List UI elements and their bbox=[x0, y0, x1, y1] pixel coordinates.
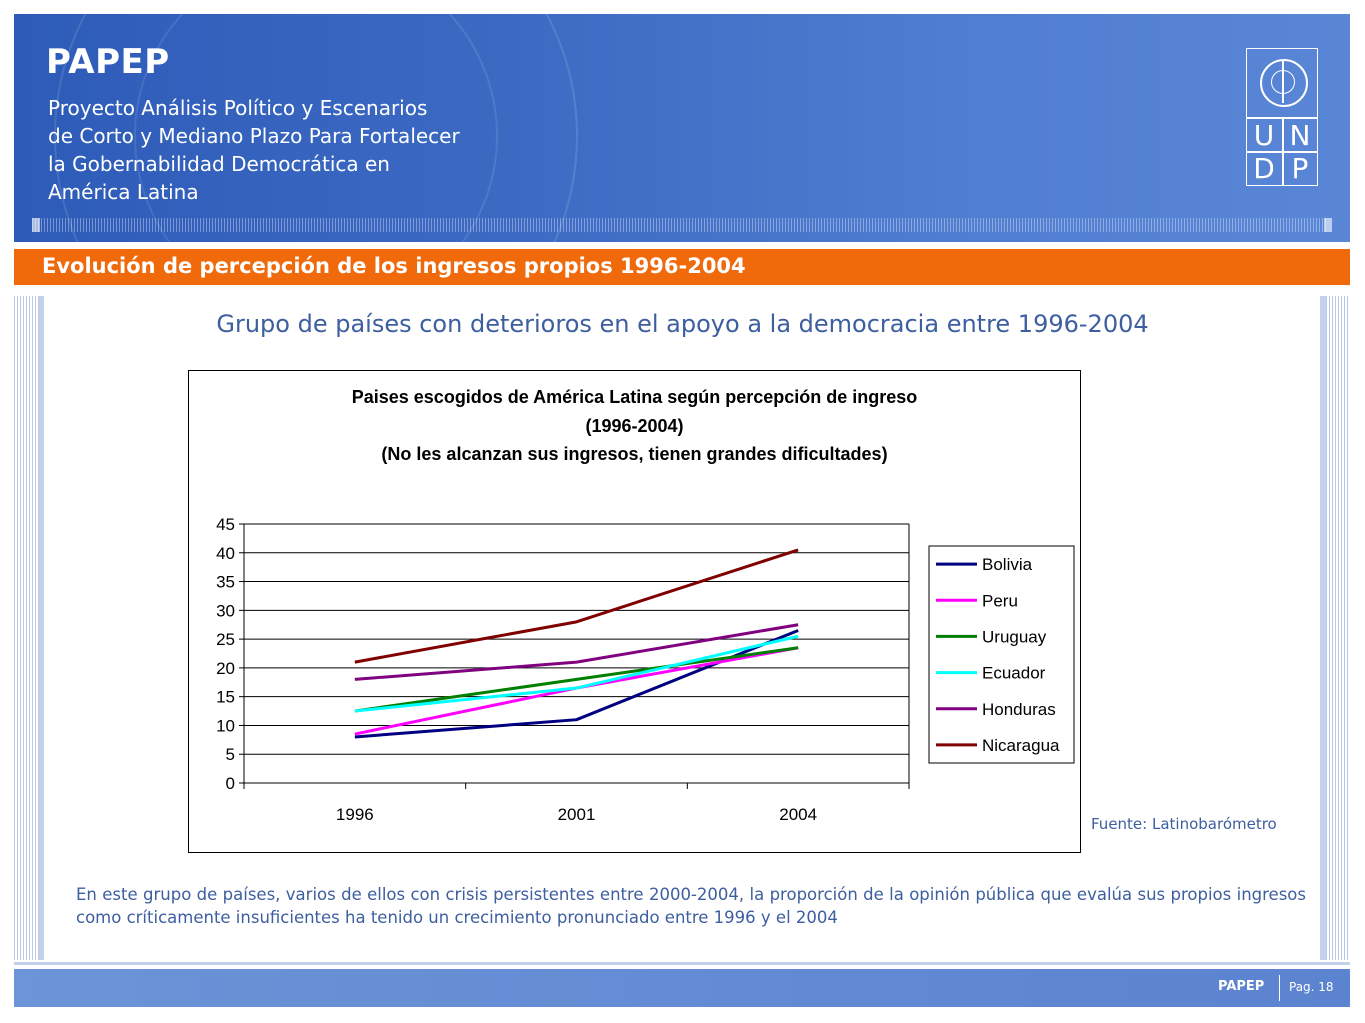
header-divider-cap-right bbox=[1324, 218, 1332, 232]
source-note: Fuente: Latinobarómetro bbox=[1091, 815, 1277, 833]
y-tick-label-35: 35 bbox=[216, 573, 235, 592]
header-subtitle-line-1: Proyecto Análisis Político y Escenarios bbox=[48, 96, 428, 120]
legend-label-nicaragua: Nicaragua bbox=[982, 736, 1060, 755]
right-decoration bbox=[1320, 296, 1350, 960]
legend-label-honduras: Honduras bbox=[982, 700, 1056, 719]
un-emblem-watermark-inner bbox=[134, 14, 498, 242]
y-tick-label-40: 40 bbox=[216, 544, 235, 563]
chart-title-line-2: (1996-2004) bbox=[585, 416, 684, 436]
line-chart: 0 5 10 15 20 25 30 35 40 45 1996 2001 2004 Bolivia Per… bbox=[216, 515, 1075, 824]
brand-title: PAPEP bbox=[46, 42, 170, 82]
series-line-ecuador bbox=[354, 634, 799, 713]
footer-bar: PAPEP Pag. 18 bbox=[14, 969, 1350, 1007]
page-number: Pag. 18 bbox=[1289, 980, 1334, 994]
header-divider-cap-left bbox=[32, 218, 40, 232]
logo-letter-u: U bbox=[1253, 119, 1275, 152]
header-divider bbox=[32, 218, 1328, 232]
content-bottom-rule bbox=[14, 962, 1350, 965]
y-tick-label-10: 10 bbox=[216, 716, 235, 735]
logo-rule-1 bbox=[1247, 117, 1317, 119]
header-banner: PAPEP Proyecto Análisis Político y Escen… bbox=[14, 14, 1350, 242]
legend-label-uruguay: Uruguay bbox=[982, 627, 1047, 646]
legend-box bbox=[928, 545, 1075, 764]
section-title: Evolución de percepción de los ingresos … bbox=[42, 254, 746, 278]
chart-container: Paises escogidos de América Latina según… bbox=[188, 370, 1081, 853]
legend-label-peru: Peru bbox=[982, 591, 1018, 610]
logo-letter-n: N bbox=[1289, 119, 1311, 152]
chart-title-line-1: Paises escogidos de América Latina según… bbox=[351, 387, 918, 407]
chart-title-line-3: (No les alcanzan sus ingresos, tienen gr… bbox=[381, 444, 888, 464]
y-tick-label-5: 5 bbox=[226, 745, 235, 764]
y-tick-label-0: 0 bbox=[226, 774, 235, 793]
logo-rule-3 bbox=[1282, 119, 1284, 185]
body-paragraph: En este grupo de países, varios de ellos… bbox=[76, 885, 1306, 927]
series-line-uruguay bbox=[354, 646, 799, 713]
legend-label-ecuador: Ecuador bbox=[982, 664, 1046, 683]
y-tick-label-25: 25 bbox=[216, 630, 235, 649]
footer-brand: PAPEP bbox=[1218, 979, 1265, 994]
y-tick-label-30: 30 bbox=[216, 601, 235, 620]
section-bar: Evolución de percepción de los ingresos … bbox=[14, 249, 1350, 285]
left-decoration bbox=[14, 296, 44, 960]
x-tick-label-2001: 2001 bbox=[558, 805, 596, 824]
undp-logo: U N D P bbox=[1246, 48, 1318, 186]
series-line-honduras bbox=[354, 623, 799, 681]
header-subtitle-line-4: América Latina bbox=[48, 180, 199, 204]
y-tick-label-45: 45 bbox=[216, 515, 235, 534]
header-subtitle-line-3: la Gobernabilidad Democrática en bbox=[48, 152, 390, 176]
header-subtitle-line-2: de Corto y Mediano Plazo Para Fortalecer bbox=[48, 124, 460, 148]
x-tick-label-1996: 1996 bbox=[336, 805, 374, 824]
slide-title: Grupo de países con deterioros en el apo… bbox=[216, 310, 1149, 338]
un-globe-icon bbox=[1260, 59, 1308, 107]
footer-separator bbox=[1279, 975, 1280, 1001]
y-tick-label-20: 20 bbox=[216, 659, 235, 678]
un-emblem-watermark bbox=[54, 14, 578, 242]
legend-label-bolivia: Bolivia bbox=[982, 555, 1033, 574]
x-tick-label-2004: 2004 bbox=[779, 805, 817, 824]
y-tick-label-15: 15 bbox=[216, 688, 235, 707]
series-line-nicaragua bbox=[354, 548, 799, 664]
logo-letter-p: P bbox=[1291, 152, 1309, 185]
logo-letter-d: D bbox=[1253, 152, 1275, 185]
